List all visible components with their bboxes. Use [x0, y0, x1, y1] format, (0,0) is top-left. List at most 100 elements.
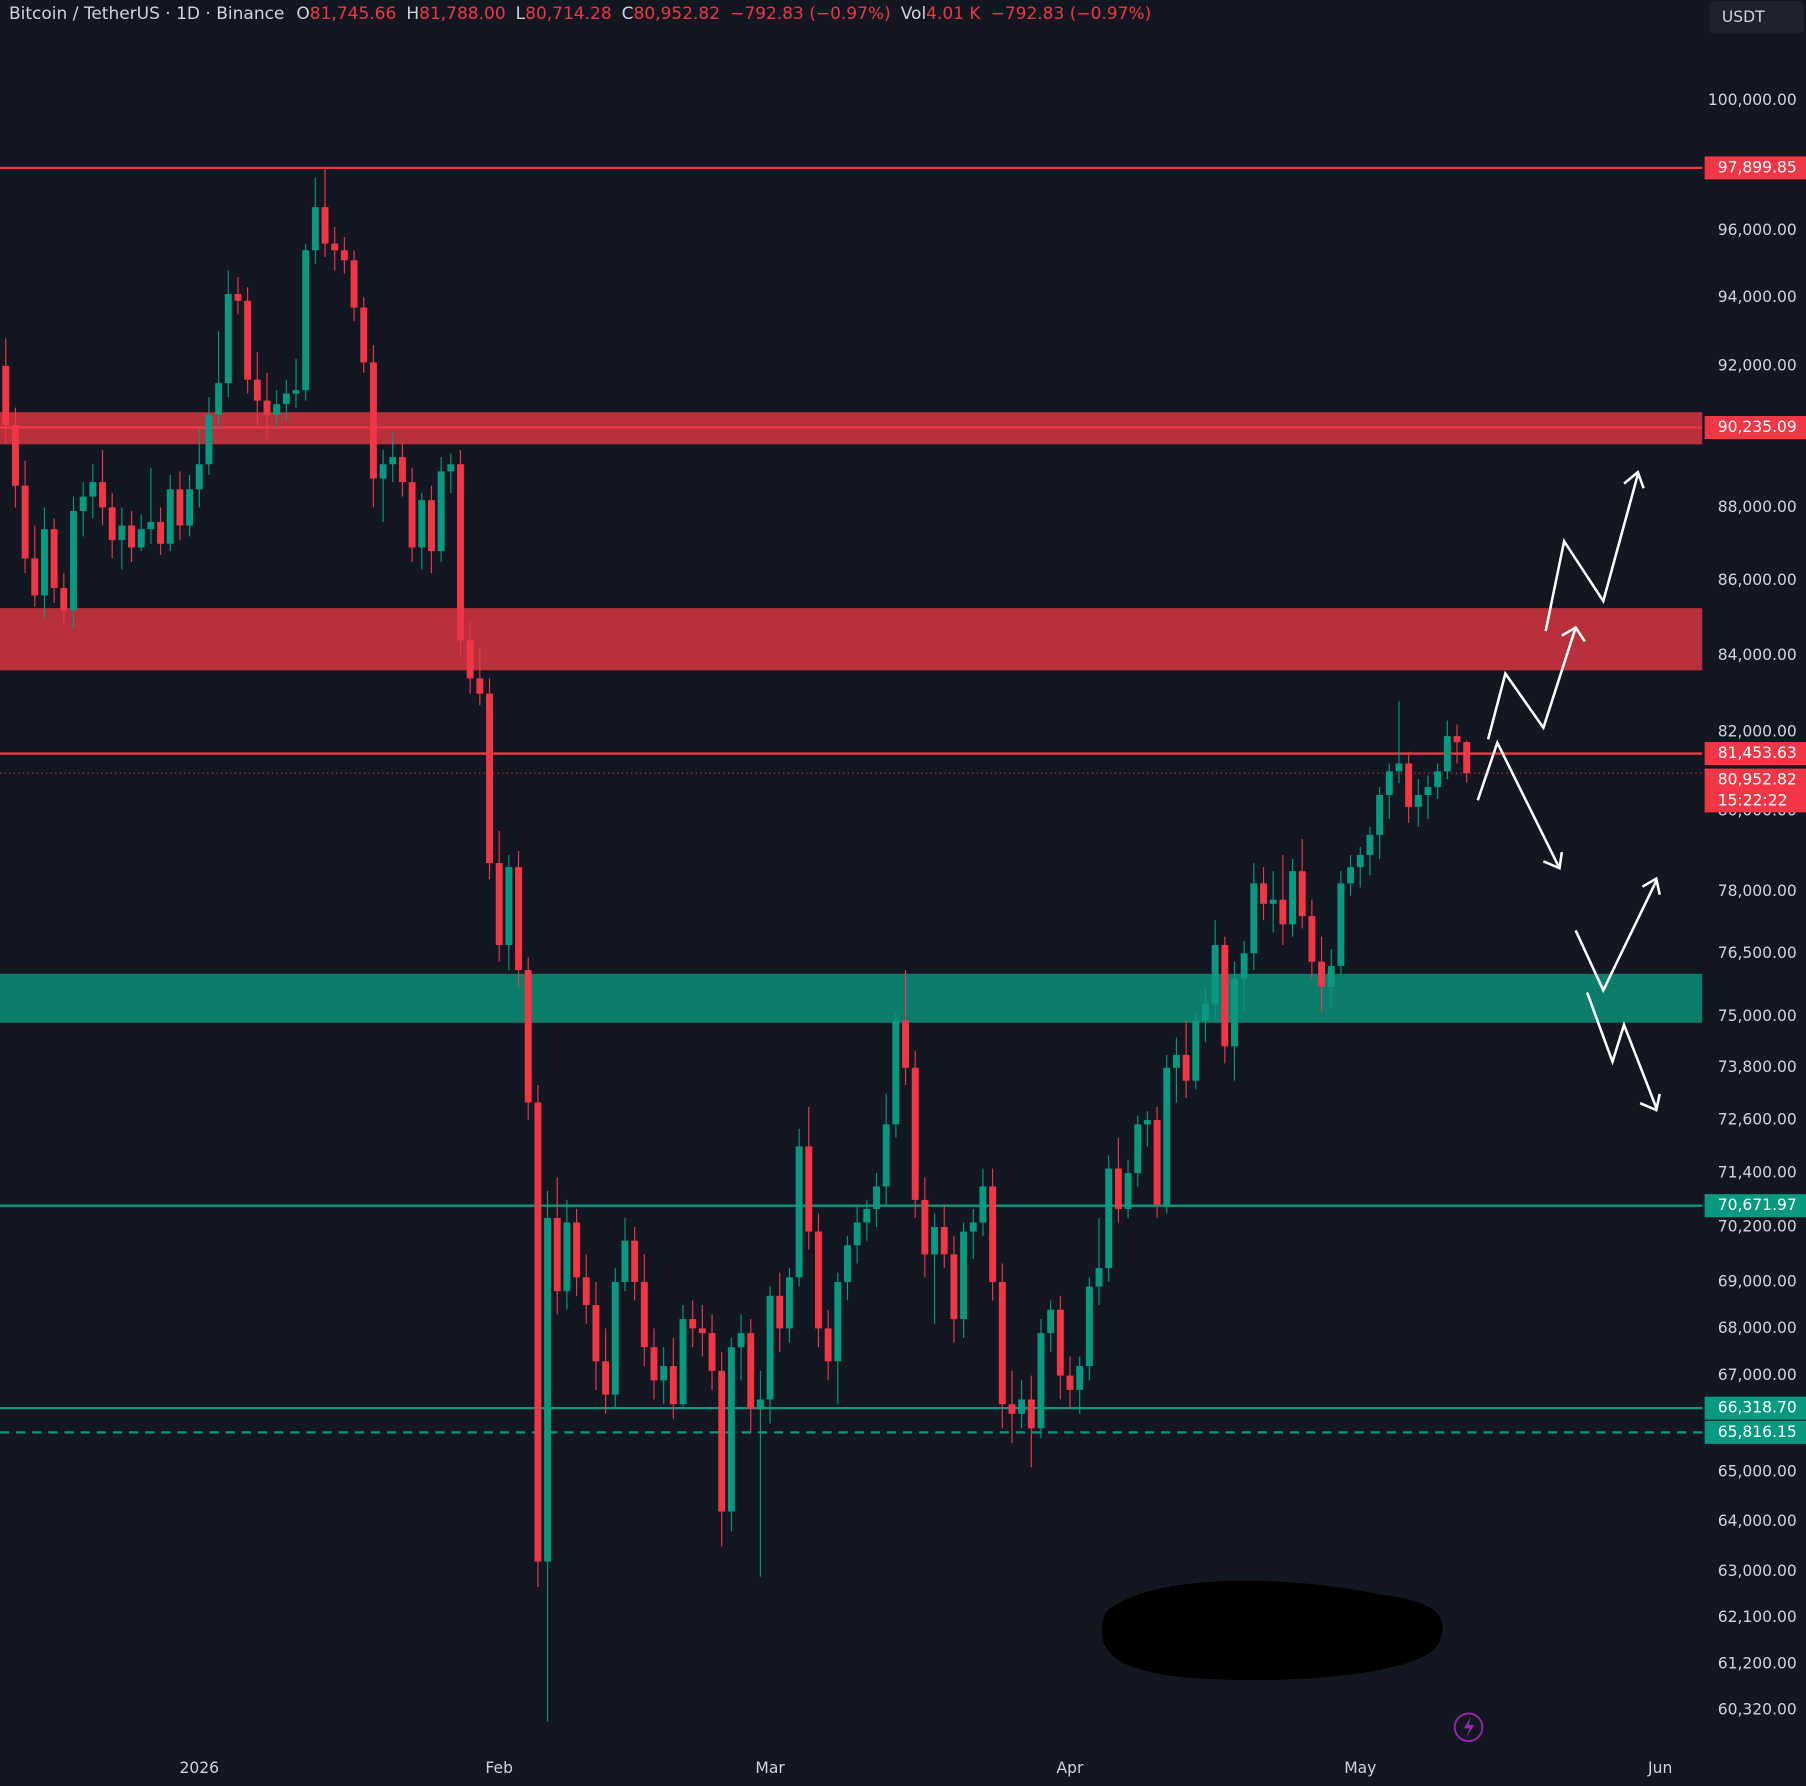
- candle-body: [1008, 1404, 1016, 1414]
- lightning-button[interactable]: [1453, 1712, 1484, 1743]
- y-tick-label: 70,200.00: [1718, 1218, 1797, 1236]
- arrow-head: [1542, 851, 1564, 871]
- arrow-head: [1623, 469, 1645, 489]
- candle-body: [1250, 883, 1258, 954]
- candle-body: [137, 529, 145, 548]
- y-tick-label: 64,000.00: [1718, 1512, 1797, 1530]
- candle-body: [389, 457, 397, 465]
- candle-body: [766, 1295, 774, 1400]
- candle-body: [553, 1217, 561, 1292]
- candle-body: [1414, 795, 1422, 807]
- candle-body: [1269, 899, 1277, 904]
- candle-body: [244, 300, 252, 380]
- candle-body: [418, 500, 426, 548]
- x-tick-label: Mar: [755, 1759, 785, 1777]
- candle-body: [1124, 1173, 1132, 1209]
- x-tick-label: Jun: [1647, 1759, 1672, 1777]
- candle-body: [1327, 965, 1335, 987]
- level-label-box: [1704, 1194, 1806, 1218]
- drawings: [1476, 469, 1661, 1112]
- candle-body: [853, 1222, 861, 1246]
- currency[interactable]: USDT: [1722, 8, 1765, 26]
- change: −792.83 (−0.97%): [990, 4, 1152, 24]
- price-axis: [1702, 0, 1806, 1786]
- y-tick-label: 61,200.00: [1718, 1654, 1797, 1672]
- candle-body: [515, 867, 522, 971]
- candle-body: [1192, 1020, 1200, 1081]
- y-tick-label: 60,320.00: [1718, 1701, 1797, 1719]
- candle-body: [650, 1347, 658, 1381]
- candle-body: [1424, 787, 1432, 796]
- candle-body: [1366, 834, 1374, 855]
- candle-body: [805, 1146, 813, 1232]
- candle-body: [602, 1361, 610, 1395]
- candle-body: [486, 693, 493, 864]
- candle-body: [989, 1186, 997, 1282]
- candle-body: [108, 507, 116, 541]
- candle-body: [70, 510, 77, 611]
- zigzag-arrow: [1476, 739, 1560, 867]
- candle-body: [815, 1231, 822, 1329]
- level-label-box: [1704, 742, 1806, 766]
- legend-header: Bitcoin / TetherUS · 1D · Binance O81,745…: [9, 4, 1161, 24]
- candle-body: [224, 293, 232, 384]
- candle-body: [1376, 795, 1384, 835]
- candle-body: [776, 1295, 784, 1329]
- plot-area: 2026 Feb Mar Apr May Jun: [0, 166, 1703, 1777]
- candle-body: [873, 1186, 880, 1209]
- level-label: 90,235.09: [1718, 418, 1797, 436]
- arrow-head: [1639, 1093, 1661, 1112]
- y-tick-label: 96,000.00: [1718, 221, 1797, 239]
- candle-body: [708, 1333, 716, 1371]
- candle-body: [756, 1399, 764, 1410]
- candle-body: [534, 1102, 542, 1562]
- candle-body: [263, 400, 271, 415]
- candle-body: [1202, 1003, 1209, 1021]
- currency-box[interactable]: [1709, 1, 1804, 34]
- ohlc-value: 81,788.00: [419, 4, 506, 24]
- candle-body: [1085, 1286, 1093, 1367]
- candle-body: [369, 362, 377, 479]
- candle-body: [592, 1305, 600, 1362]
- candle-body: [1289, 871, 1296, 925]
- candle-body: [969, 1222, 977, 1232]
- candle-body: [1434, 771, 1442, 788]
- y-tick-label: 62,100.00: [1718, 1608, 1797, 1626]
- candle-body: [1153, 1119, 1161, 1205]
- candle-body: [844, 1245, 851, 1282]
- x-tick-label: 2026: [179, 1759, 219, 1777]
- candle-body: [1318, 961, 1326, 987]
- y-tick-label: 86,000.00: [1718, 571, 1797, 589]
- y-tick-label: 84,000.00: [1718, 646, 1797, 664]
- candle-body: [911, 1067, 919, 1200]
- candle-body: [1308, 916, 1316, 962]
- candle-body: [166, 489, 174, 544]
- y-tick-label: 100,000.00: [1708, 91, 1797, 109]
- candle-body: [495, 863, 503, 946]
- candle-body: [118, 525, 126, 541]
- candle-body: [611, 1281, 619, 1395]
- candle-body: [157, 521, 165, 544]
- candle-body: [737, 1333, 745, 1348]
- candle-body: [631, 1240, 639, 1282]
- zone: [0, 608, 1703, 671]
- volume: 4.01 K: [926, 4, 981, 24]
- ohlc-label: H: [406, 4, 420, 24]
- candle-body: [979, 1186, 987, 1223]
- ohlc-label: L: [515, 4, 526, 24]
- candle-body: [331, 243, 339, 251]
- candle-body: [660, 1366, 668, 1381]
- price-axis-labels: 100,000.00 96,000.00 94,000.00 92,000.00 88,…: [1704, 91, 1806, 1719]
- candle-body: [834, 1281, 842, 1362]
- volume-label: Vol: [900, 4, 927, 24]
- candle-body: [186, 489, 194, 526]
- level-label: 97,899.85: [1718, 158, 1797, 176]
- candle-body: [60, 588, 68, 611]
- y-tick-label: 88,000.00: [1718, 498, 1797, 516]
- candle-body: [1279, 899, 1287, 925]
- candle-body: [1221, 945, 1229, 1047]
- candle-body: [282, 393, 290, 405]
- candle-body: [302, 250, 310, 391]
- candle-body: [1453, 736, 1461, 743]
